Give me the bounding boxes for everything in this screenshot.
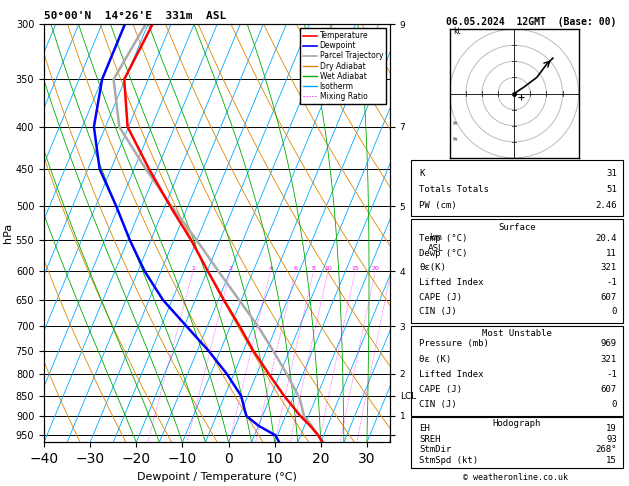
- Text: kt: kt: [453, 27, 460, 36]
- Text: 50°00'N  14°26'E  331m  ASL: 50°00'N 14°26'E 331m ASL: [44, 11, 226, 21]
- Text: 607: 607: [601, 385, 617, 394]
- Text: Pressure (mb): Pressure (mb): [420, 339, 489, 348]
- Text: CAPE (J): CAPE (J): [420, 385, 462, 394]
- Text: -1: -1: [606, 370, 617, 379]
- Text: 0: 0: [611, 400, 617, 409]
- Text: 06.05.2024  12GMT  (Base: 00): 06.05.2024 12GMT (Base: 00): [447, 17, 616, 27]
- Text: 20.4: 20.4: [596, 234, 617, 243]
- Text: Dewp (°C): Dewp (°C): [420, 249, 467, 258]
- Text: 0: 0: [611, 307, 617, 316]
- Text: © weatheronline.co.uk: © weatheronline.co.uk: [464, 473, 568, 482]
- Text: 51: 51: [606, 185, 617, 194]
- Text: 15: 15: [606, 456, 617, 465]
- Text: ⚑: ⚑: [452, 137, 458, 143]
- Text: 93: 93: [606, 435, 617, 444]
- Text: 607: 607: [601, 293, 617, 302]
- Text: EH: EH: [420, 424, 430, 433]
- Text: 20: 20: [371, 266, 379, 271]
- Text: StmDir: StmDir: [420, 445, 452, 454]
- Text: K: K: [420, 169, 425, 177]
- Text: Most Unstable: Most Unstable: [482, 329, 552, 338]
- Text: 969: 969: [601, 339, 617, 348]
- Text: Totals Totals: Totals Totals: [420, 185, 489, 194]
- Text: 31: 31: [606, 169, 617, 177]
- Text: 321: 321: [601, 355, 617, 364]
- Text: θε(K): θε(K): [420, 263, 446, 272]
- Text: 2: 2: [228, 266, 232, 271]
- Text: 8: 8: [311, 266, 315, 271]
- Text: Lifted Index: Lifted Index: [420, 370, 484, 379]
- Text: Hodograph: Hodograph: [493, 419, 541, 429]
- Y-axis label: km
ASL: km ASL: [428, 233, 443, 253]
- Text: 19: 19: [606, 424, 617, 433]
- Y-axis label: hPa: hPa: [3, 223, 13, 243]
- Text: 2.46: 2.46: [596, 201, 617, 210]
- Text: ⚑: ⚑: [452, 121, 458, 127]
- Text: StmSpd (kt): StmSpd (kt): [420, 456, 479, 465]
- Text: SREH: SREH: [420, 435, 441, 444]
- Text: 1: 1: [191, 266, 195, 271]
- Text: 11: 11: [606, 249, 617, 258]
- Text: 4: 4: [269, 266, 272, 271]
- Legend: Temperature, Dewpoint, Parcel Trajectory, Dry Adiabat, Wet Adiabat, Isotherm, Mi: Temperature, Dewpoint, Parcel Trajectory…: [300, 28, 386, 104]
- Text: 10: 10: [324, 266, 332, 271]
- Text: CIN (J): CIN (J): [420, 307, 457, 316]
- Text: 268°: 268°: [596, 445, 617, 454]
- Text: Temp (°C): Temp (°C): [420, 234, 467, 243]
- Text: CAPE (J): CAPE (J): [420, 293, 462, 302]
- Text: Surface: Surface: [498, 223, 536, 232]
- Text: 15: 15: [352, 266, 359, 271]
- Text: Lifted Index: Lifted Index: [420, 278, 484, 287]
- X-axis label: Dewpoint / Temperature (°C): Dewpoint / Temperature (°C): [137, 471, 297, 482]
- Text: -1: -1: [606, 278, 617, 287]
- Text: PW (cm): PW (cm): [420, 201, 457, 210]
- Text: 6: 6: [293, 266, 297, 271]
- Text: θε (K): θε (K): [420, 355, 452, 364]
- Text: CIN (J): CIN (J): [420, 400, 457, 409]
- Text: 321: 321: [601, 263, 617, 272]
